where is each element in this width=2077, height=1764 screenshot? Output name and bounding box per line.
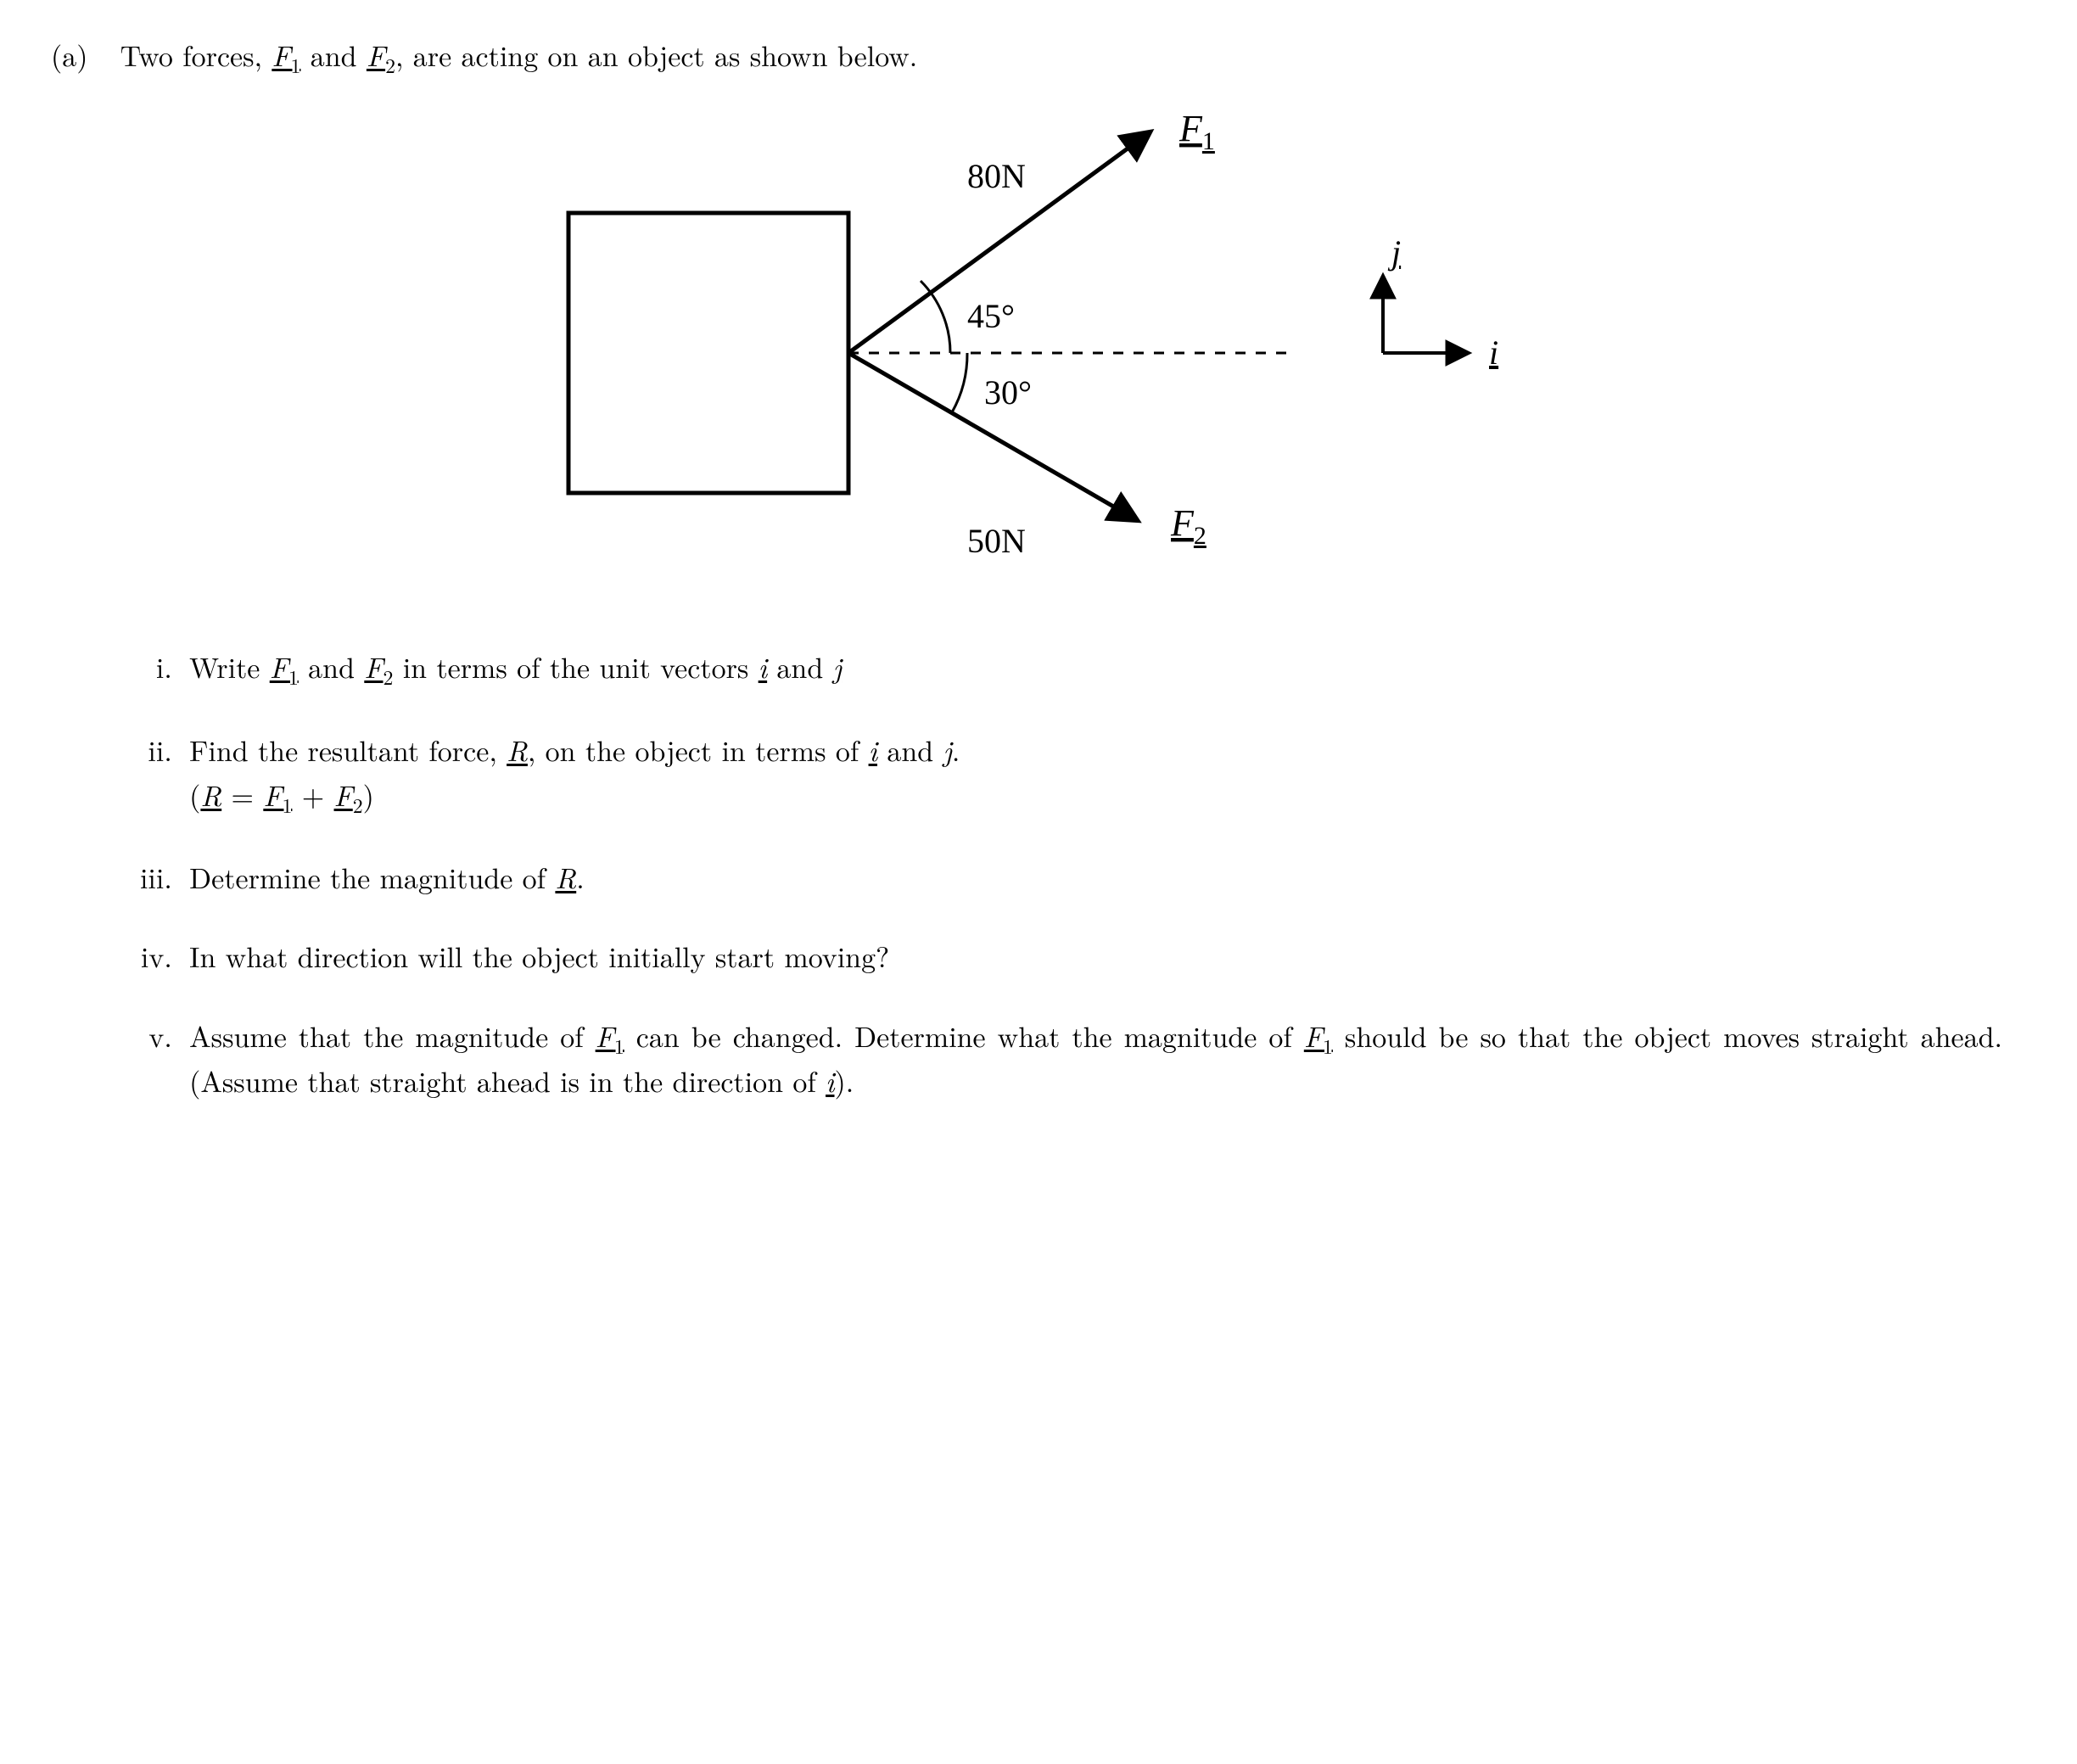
problem-intro: (a) Two forces, F1 and F2, are acting on… bbox=[51, 34, 2002, 79]
f1-label: F1 bbox=[1178, 108, 1215, 155]
f1-ref2: F1 bbox=[1304, 1015, 1333, 1056]
angle-30-label: 30° bbox=[984, 373, 1032, 412]
i-label: i bbox=[1489, 333, 1498, 372]
j-label: j bbox=[1387, 233, 1401, 272]
object-box bbox=[568, 213, 848, 493]
num-i: i. bbox=[126, 646, 171, 691]
unit-i-ref: i bbox=[759, 646, 767, 686]
f1-ref: F1 bbox=[270, 646, 299, 686]
unit-j-ref: j bbox=[833, 646, 842, 686]
R-ref: R bbox=[555, 856, 576, 897]
intro-before: Two forces, bbox=[120, 34, 272, 75]
angle-30-arc bbox=[952, 353, 967, 412]
R-formula: (R = F1 + F2) bbox=[189, 774, 960, 819]
part-iii-text: Determine the magnitude of R. bbox=[189, 856, 584, 898]
part-iv: iv. In what direction will the object in… bbox=[126, 935, 2002, 977]
part-label-a: (a) bbox=[51, 34, 103, 79]
unit-j-ref: j bbox=[943, 729, 951, 770]
R-ref: R bbox=[507, 729, 528, 770]
f2-label: F2 bbox=[1170, 502, 1206, 550]
intro-mid: and bbox=[300, 34, 366, 75]
part-iii: iii. Determine the magnitude of R. bbox=[126, 856, 2002, 898]
intro-text: Two forces, F1 and F2, are acting on an … bbox=[120, 34, 918, 79]
figure-container: 80N F1 50N F2 45° 30° j i bbox=[51, 94, 2002, 620]
unit-i-ref: i bbox=[826, 1060, 834, 1100]
f2-ref: F2 bbox=[364, 646, 393, 686]
part-iv-text: In what direction will the object initia… bbox=[189, 935, 889, 977]
force-diagram: 80N F1 50N F2 45° 30° j i bbox=[433, 94, 1621, 620]
f1-symbol: F1 bbox=[272, 34, 300, 75]
part-ii: ii. Find the resultant force, R, on the … bbox=[126, 729, 2002, 820]
f2-symbol: F2 bbox=[367, 34, 395, 75]
num-iii: iii. bbox=[126, 856, 171, 898]
f1-magnitude: 80N bbox=[967, 157, 1026, 195]
unit-i-ref: i bbox=[869, 729, 877, 770]
angle-45-label: 45° bbox=[967, 297, 1015, 335]
subparts-list: i. Write F1 and F2 in terms of the unit … bbox=[51, 646, 2002, 1101]
num-ii: ii. bbox=[126, 729, 171, 820]
num-iv: iv. bbox=[126, 935, 171, 977]
part-i-text: Write F1 and F2 in terms of the unit vec… bbox=[189, 646, 842, 691]
intro-after: , are acting on an object as shown below… bbox=[395, 34, 917, 75]
f1-ref: F1 bbox=[596, 1015, 624, 1056]
num-v: v. bbox=[126, 1015, 171, 1102]
f2-magnitude: 50N bbox=[967, 522, 1026, 560]
part-i: i. Write F1 and F2 in terms of the unit … bbox=[126, 646, 2002, 691]
problem-a: (a) Two forces, F1 and F2, are acting on… bbox=[51, 34, 2002, 1101]
part-v-text: Assume that the magnitude of F1 can be c… bbox=[189, 1015, 2002, 1102]
part-ii-text: Find the resultant force, R, on the obje… bbox=[189, 729, 960, 820]
part-v: v. Assume that the magnitude of F1 can b… bbox=[126, 1015, 2002, 1102]
